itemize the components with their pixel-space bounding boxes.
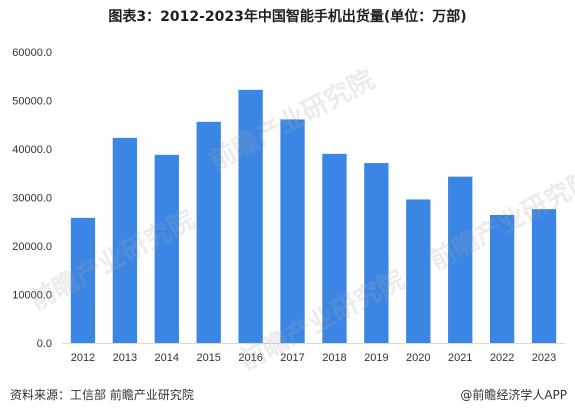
bar-2022 [489, 214, 515, 343]
x-tick-label: 2021 [448, 352, 472, 364]
x-tick-label: 2016 [238, 352, 262, 364]
chart-title: 图表3：2012-2023年中国智能手机出货量(单位：万部) [108, 9, 467, 25]
bar-2021 [448, 176, 473, 343]
x-tick-label: 2014 [155, 352, 179, 364]
x-tick-label: 2017 [280, 352, 304, 364]
bar-2013 [112, 137, 138, 343]
y-axis-tick-labels: 0.0 10000.0 20000.0 30000.0 40000.0 50000.0 60… [12, 47, 52, 350]
y-tick-label: 30000.0 [12, 193, 52, 205]
x-tick-label: 2012 [71, 352, 95, 364]
x-tick-label: 2015 [196, 352, 220, 364]
bar-2017 [280, 119, 305, 343]
x-tick-label: 2020 [406, 352, 430, 364]
x-axis-tick-labels: 2012 2013 2014 2015 2016 2017 2018 2019 2020 2021… [71, 352, 557, 364]
x-tick-label: 2022 [490, 352, 514, 364]
bar-2020 [406, 199, 431, 343]
bar-2018 [322, 153, 347, 343]
bar-2014 [154, 154, 179, 343]
y-tick-label: 40000.0 [12, 144, 52, 156]
x-tick-label: 2023 [532, 352, 556, 364]
brand-label: @前瞻经济学人APP [460, 388, 567, 402]
bar-2016 [238, 89, 263, 343]
y-tick-label: 0.0 [37, 338, 52, 350]
bar-2019 [364, 163, 389, 343]
bars-group [70, 89, 557, 343]
x-tick-label: 2013 [113, 352, 137, 364]
bar-2015 [196, 121, 221, 343]
y-tick-label: 10000.0 [12, 290, 52, 302]
x-tick-label: 2018 [322, 352, 346, 364]
bar-2012 [70, 217, 96, 343]
y-tick-label: 60000.0 [12, 47, 52, 59]
y-tick-label: 50000.0 [12, 96, 52, 108]
source-note: 资料来源：工信部 前瞻产业研究院 [10, 388, 194, 402]
x-tick-label: 2019 [364, 352, 388, 364]
bar-2023 [531, 209, 557, 343]
y-tick-label: 20000.0 [12, 241, 52, 253]
